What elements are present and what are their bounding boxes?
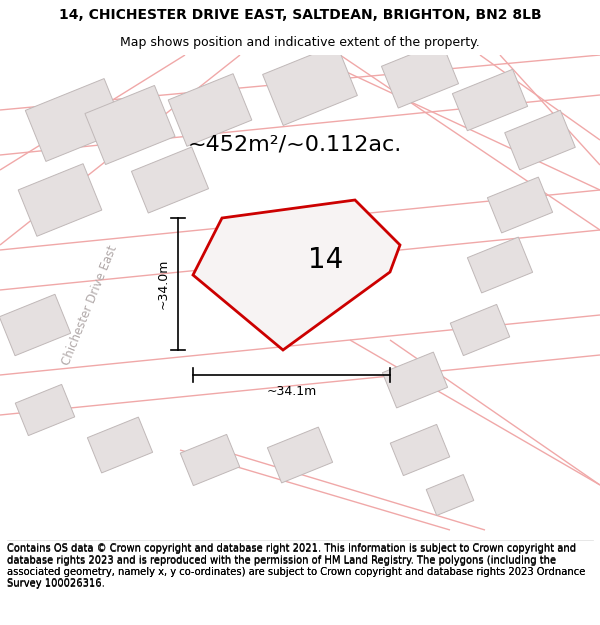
Text: ~452m²/~0.112ac.: ~452m²/~0.112ac. <box>188 135 402 155</box>
Polygon shape <box>193 200 400 350</box>
Text: Chichester Drive East: Chichester Drive East <box>60 243 120 367</box>
Polygon shape <box>450 304 510 356</box>
Polygon shape <box>390 424 450 476</box>
Polygon shape <box>25 79 125 161</box>
Polygon shape <box>85 86 175 164</box>
Polygon shape <box>18 164 102 236</box>
Polygon shape <box>382 352 448 408</box>
Polygon shape <box>268 427 332 483</box>
Text: Contains OS data © Crown copyright and database right 2021. This information is : Contains OS data © Crown copyright and d… <box>7 544 586 589</box>
Polygon shape <box>180 434 240 486</box>
Polygon shape <box>487 177 553 233</box>
Text: ~34.0m: ~34.0m <box>157 259 170 309</box>
Text: 14: 14 <box>308 246 343 274</box>
Polygon shape <box>131 147 209 213</box>
Polygon shape <box>88 417 152 473</box>
Polygon shape <box>426 474 474 516</box>
Text: Contains OS data © Crown copyright and database right 2021. This information is : Contains OS data © Crown copyright and d… <box>7 543 586 588</box>
Polygon shape <box>382 42 458 108</box>
Text: 14, CHICHESTER DRIVE EAST, SALTDEAN, BRIGHTON, BN2 8LB: 14, CHICHESTER DRIVE EAST, SALTDEAN, BRI… <box>59 8 541 22</box>
Text: ~34.1m: ~34.1m <box>266 385 317 398</box>
Polygon shape <box>168 74 252 146</box>
Polygon shape <box>0 294 71 356</box>
Polygon shape <box>467 237 533 293</box>
Polygon shape <box>505 110 575 170</box>
Text: Map shows position and indicative extent of the property.: Map shows position and indicative extent… <box>120 36 480 49</box>
Polygon shape <box>263 44 358 126</box>
Polygon shape <box>15 384 75 436</box>
Polygon shape <box>452 69 527 131</box>
